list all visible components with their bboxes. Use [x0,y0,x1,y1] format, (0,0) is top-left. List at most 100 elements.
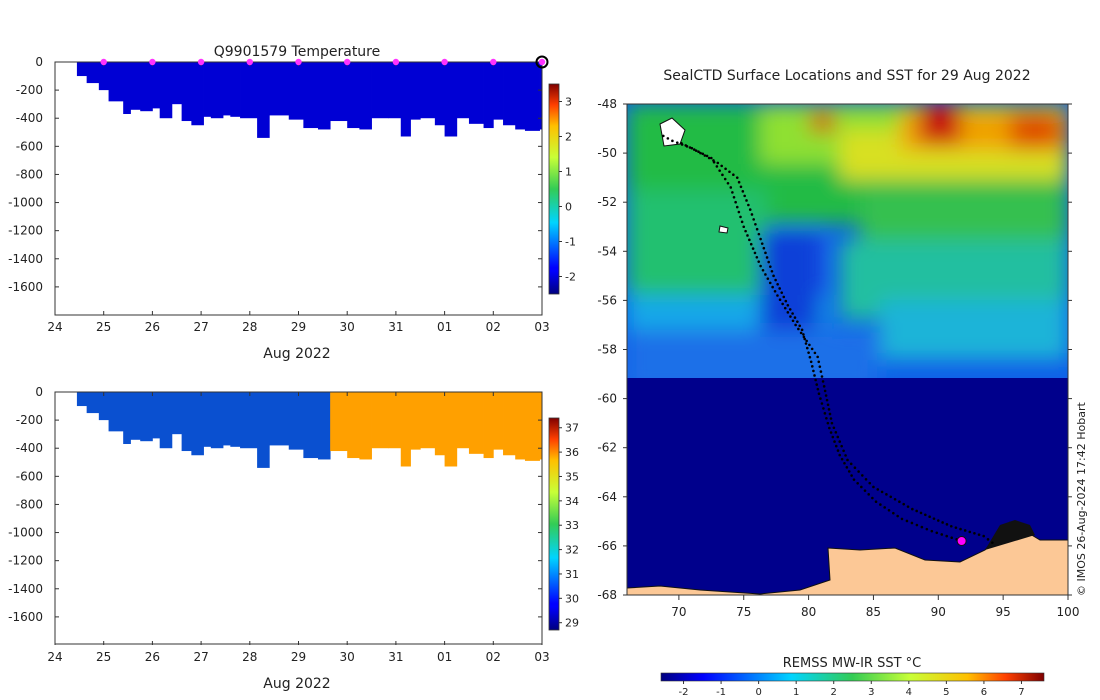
track-point [805,339,808,343]
track-point [816,387,820,391]
y-tick-label: -1000 [8,526,43,540]
profile-bar [410,392,421,450]
profile-bar [524,392,540,461]
profile-bar [371,392,389,449]
track-point [813,351,817,355]
map-x-tick-label: 75 [736,605,751,619]
track-point [694,149,698,152]
track-point [814,378,817,382]
panel1-x-axis: 24 25 26 27 28 29 30 31 01 02 03 [47,62,550,334]
track-point [699,151,702,155]
track-point [950,536,953,540]
map-colorbar-tick-label: 4 [906,687,912,698]
profile-bar [230,62,241,117]
kerguelen-island [659,117,686,147]
map-x-tick-label: 85 [866,605,881,619]
track-point [935,531,939,535]
track-point [824,394,828,397]
track-point [825,398,829,402]
track-point [825,416,828,420]
track-point [781,302,784,306]
track-point [940,533,944,536]
profile-marker [149,58,156,66]
colorbar-tick-label: 2 [565,131,572,144]
track-point [860,485,863,489]
y-tick-label: -1200 [8,554,43,568]
colorbar-tick-label: -2 [565,271,576,284]
profile-bar [240,62,258,119]
track-point [737,210,741,214]
track-point [816,355,819,359]
track-point [945,534,949,538]
track-point [734,200,737,204]
track-point [840,444,843,448]
track-point [712,160,716,164]
track-point [752,218,755,221]
x-tick-label: 01 [437,320,452,334]
track-point [735,205,739,209]
profile-bar [420,392,436,449]
profile-bar [303,62,319,129]
panel2-y-axis: 0 -200 -400 -600 -800 -1000 -1200 -1400 -1600 [8,385,542,624]
track-point [826,403,830,407]
track-point [815,383,819,386]
track-point [737,180,741,184]
track-point [823,389,827,393]
track-point [804,342,808,345]
x-tick-label: 29 [291,320,306,334]
track-point [772,274,775,278]
track-point [880,490,884,494]
track-point [716,161,720,165]
profile-marker [100,58,107,66]
map-y-tick-label: -62 [597,441,617,455]
track-point [780,291,784,294]
map-colorbar-tick-label: 6 [981,687,987,698]
track-point [799,331,803,335]
track-point [879,503,882,506]
profile-bar [317,62,331,130]
track-point [724,167,727,171]
profile-bar [269,392,290,446]
track-point [864,477,868,481]
track-point [863,489,867,492]
heard-island [718,225,729,234]
track-point [834,431,838,434]
y-tick-label: -1400 [8,252,43,266]
map-y-tick-label: -58 [597,343,617,357]
track-point [782,295,786,299]
map-y-tick-label: -50 [597,146,617,160]
track-point [757,260,761,263]
map-colorbar-tick-label: 5 [943,687,949,698]
track-point [768,281,772,285]
track-point [896,514,899,518]
track-point [949,524,953,528]
map-x-tick-label: 90 [931,605,946,619]
profile-marker [441,58,448,66]
track-point [741,190,745,193]
profile-bar [347,392,360,459]
map-y-tick-label: -66 [597,539,617,553]
track-point [844,454,847,457]
track-point [813,374,816,377]
y-tick-label: -1200 [8,224,43,238]
track-point [729,186,733,189]
profile-bar [503,392,516,456]
panel1-profile-markers [100,55,549,69]
track-point [832,426,836,430]
profile-bar [108,392,124,432]
track-point [743,194,746,198]
panel1-xlabel: Aug 2022 [263,346,330,362]
track-point [883,506,886,509]
profile-bar [420,62,436,119]
profile-bar [159,62,173,119]
profile-marker [490,58,497,66]
track-point [748,208,752,211]
track-point [821,380,825,383]
track-point [760,242,764,245]
track-point [828,426,831,430]
track-point [783,306,787,310]
track-point [831,435,835,439]
track-point [765,256,769,259]
colorbar-tick-label: 1 [565,166,572,179]
colorbar-tick-label: 33 [565,519,579,532]
